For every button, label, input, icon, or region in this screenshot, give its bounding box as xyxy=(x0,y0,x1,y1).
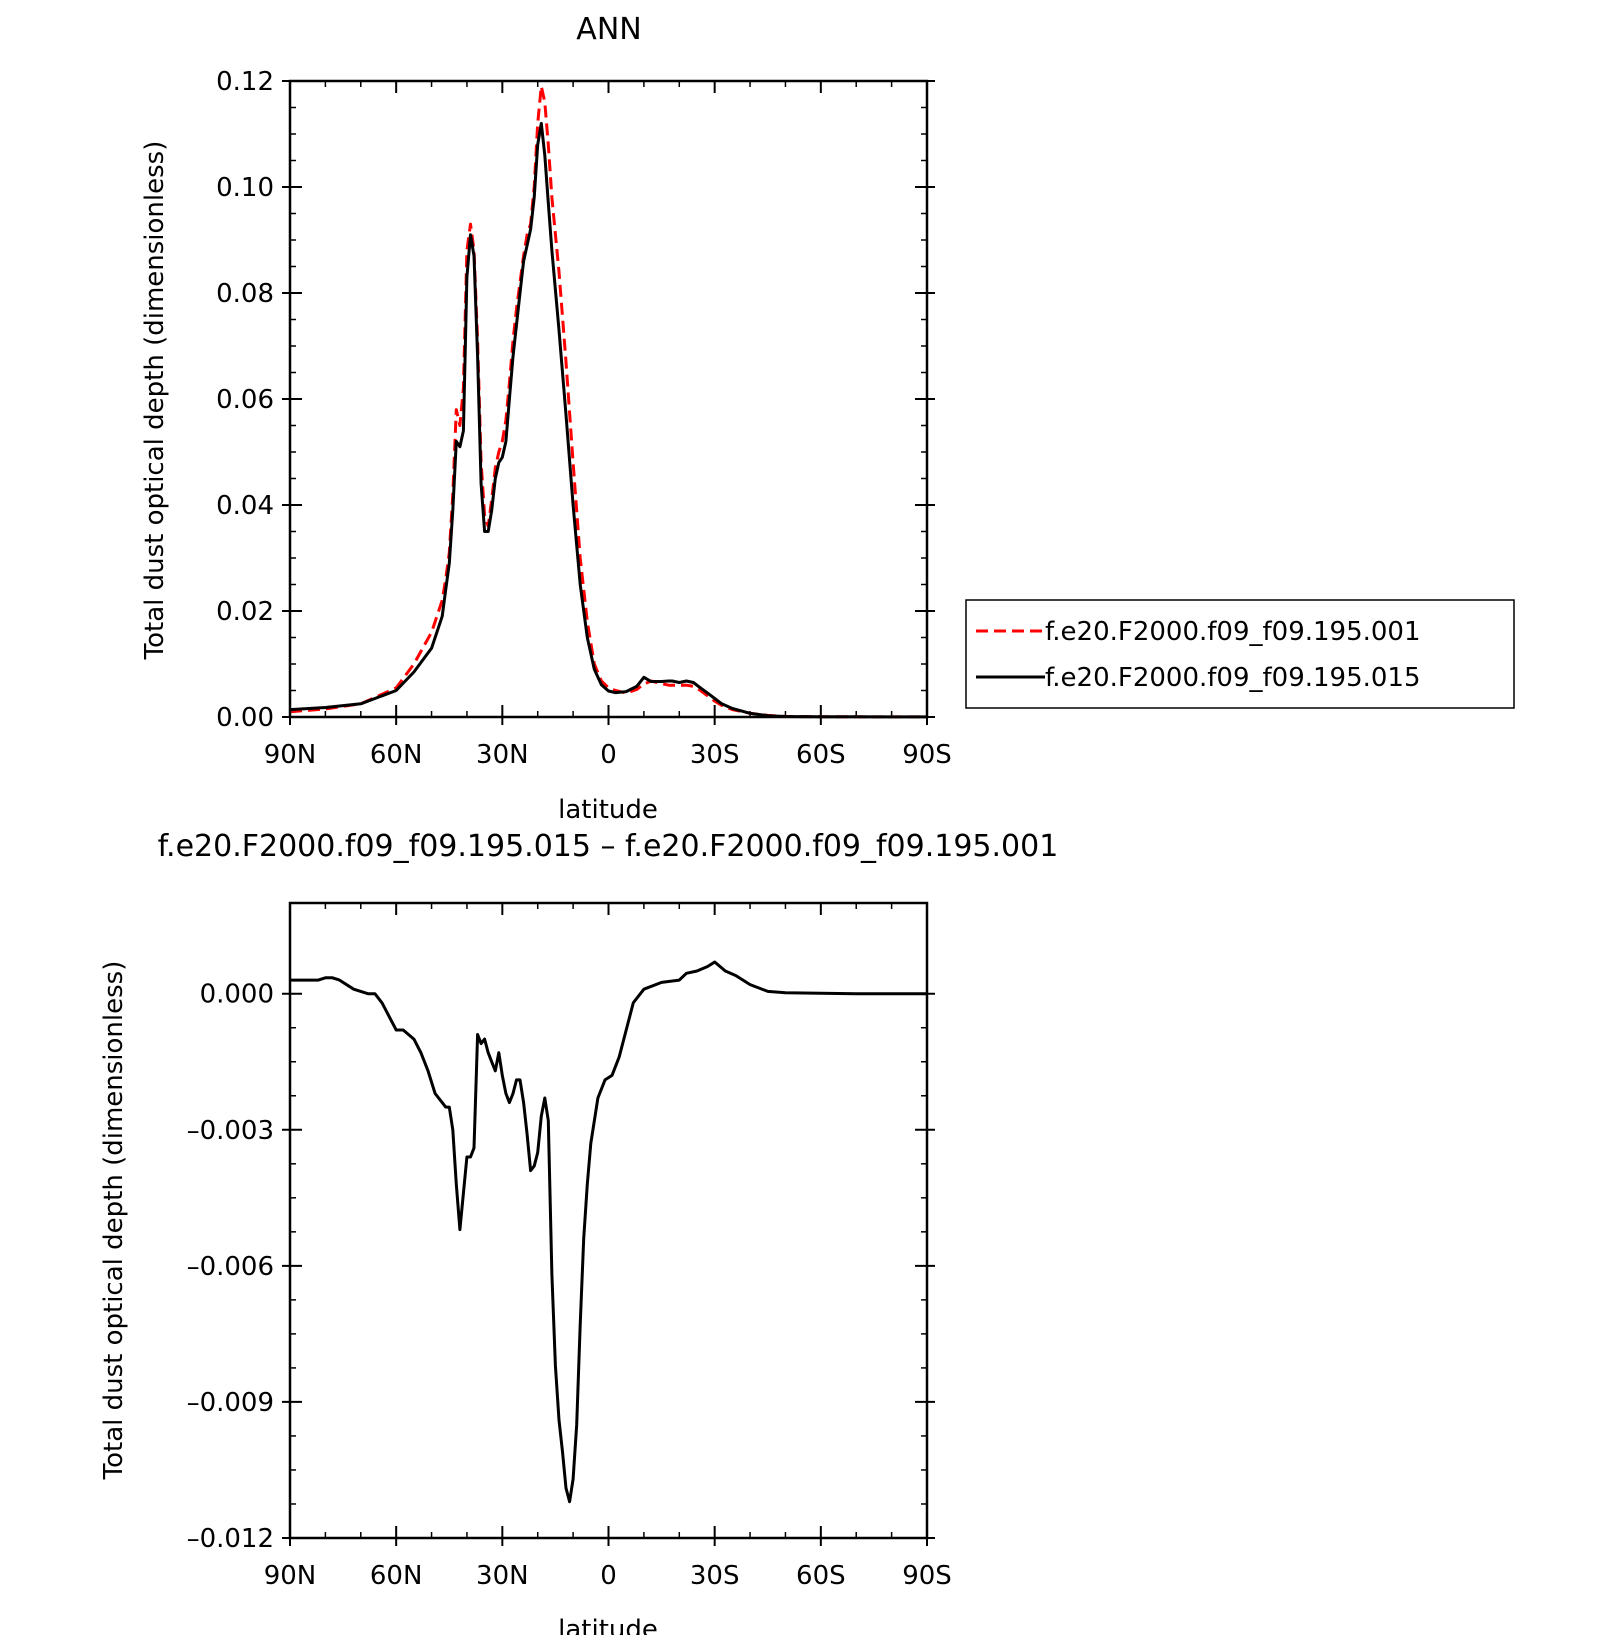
top-x-tick-label: 0 xyxy=(600,740,617,770)
bottom-y-tick-label: –0.009 xyxy=(187,1388,274,1418)
top-x-tick-label: 90S xyxy=(902,740,952,770)
top-x-tick-label: 60N xyxy=(370,740,423,770)
top-y-tick-label: 0.04 xyxy=(216,491,274,521)
top-y-tick-label: 0.08 xyxy=(216,279,274,309)
bottom-x-tick-label: 30N xyxy=(476,1561,529,1591)
legend-label-series-2: f.e20.F2000.f09_f09.195.015 xyxy=(1045,663,1421,693)
top-x-tick-label: 30S xyxy=(690,740,740,770)
bottom-x-tick-label: 60S xyxy=(796,1561,846,1591)
bottom-series-line-1 xyxy=(290,960,927,1504)
bottom-chart-title: f.e20.F2000.f09_f09.195.015 – f.e20.F200… xyxy=(158,829,1059,864)
top-series-line-1 xyxy=(289,84,927,719)
top-plot-frame xyxy=(288,79,929,719)
legend-box xyxy=(965,599,1515,709)
top-x-axis-label: latitude xyxy=(558,795,658,825)
bottom-y-axis-label: Total dust optical depth (dimensionless) xyxy=(99,961,129,1481)
top-y-tick-label: 0.00 xyxy=(216,703,274,733)
bottom-y-tick-label: –0.006 xyxy=(187,1252,274,1282)
bottom-x-tick-label: 90S xyxy=(902,1561,952,1591)
bottom-y-tick-label: –0.003 xyxy=(187,1116,274,1146)
bottom-y-tick-label: –0.012 xyxy=(187,1524,274,1554)
top-y-tick-label: 0.06 xyxy=(216,385,274,415)
bottom-plot-area: 90N 60N 30N 0 30S 60S 90S 0.000 –0.003 –0.006 –0.0… xyxy=(187,903,952,1591)
bottom-x-axis-label: latitude xyxy=(558,1615,658,1635)
top-y-axis-label: Total dust optical depth (dimensionless) xyxy=(140,141,170,661)
bottom-x-tick-label: 60N xyxy=(370,1561,423,1591)
bottom-x-tick-label: 30S xyxy=(690,1561,740,1591)
top-panel: ANN 90N 60N 30N 0 30S 60S 90S 0.00 0.02 0.04 0.06 0… xyxy=(140,12,1515,825)
top-y-tick-label: 0.02 xyxy=(216,597,274,627)
legend: f.e20.F2000.f09_f09.195.001 f.e20.F2000.… xyxy=(965,599,1515,709)
bottom-x-tick-label: 0 xyxy=(600,1561,617,1591)
top-plot-area: 90N 60N 30N 0 30S 60S 90S 0.00 0.02 0.04 0.06 0.08 0… xyxy=(216,67,952,770)
bottom-y-tick-label: 0.000 xyxy=(200,980,274,1010)
top-series-line-2 xyxy=(289,121,927,719)
top-y-tick-label: 0.10 xyxy=(216,173,274,203)
bottom-plot-frame xyxy=(288,901,929,1540)
top-chart-title: ANN xyxy=(576,12,641,47)
bottom-x-tick-label: 90N xyxy=(264,1561,317,1591)
bottom-panel: f.e20.F2000.f09_f09.195.015 – f.e20.F200… xyxy=(99,829,1058,1635)
legend-label-series-1: f.e20.F2000.f09_f09.195.001 xyxy=(1045,617,1421,647)
top-x-tick-label: 30N xyxy=(476,740,529,770)
top-y-tick-label: 0.12 xyxy=(216,67,274,97)
top-x-tick-label: 90N xyxy=(264,740,317,770)
top-x-tick-label: 60S xyxy=(796,740,846,770)
